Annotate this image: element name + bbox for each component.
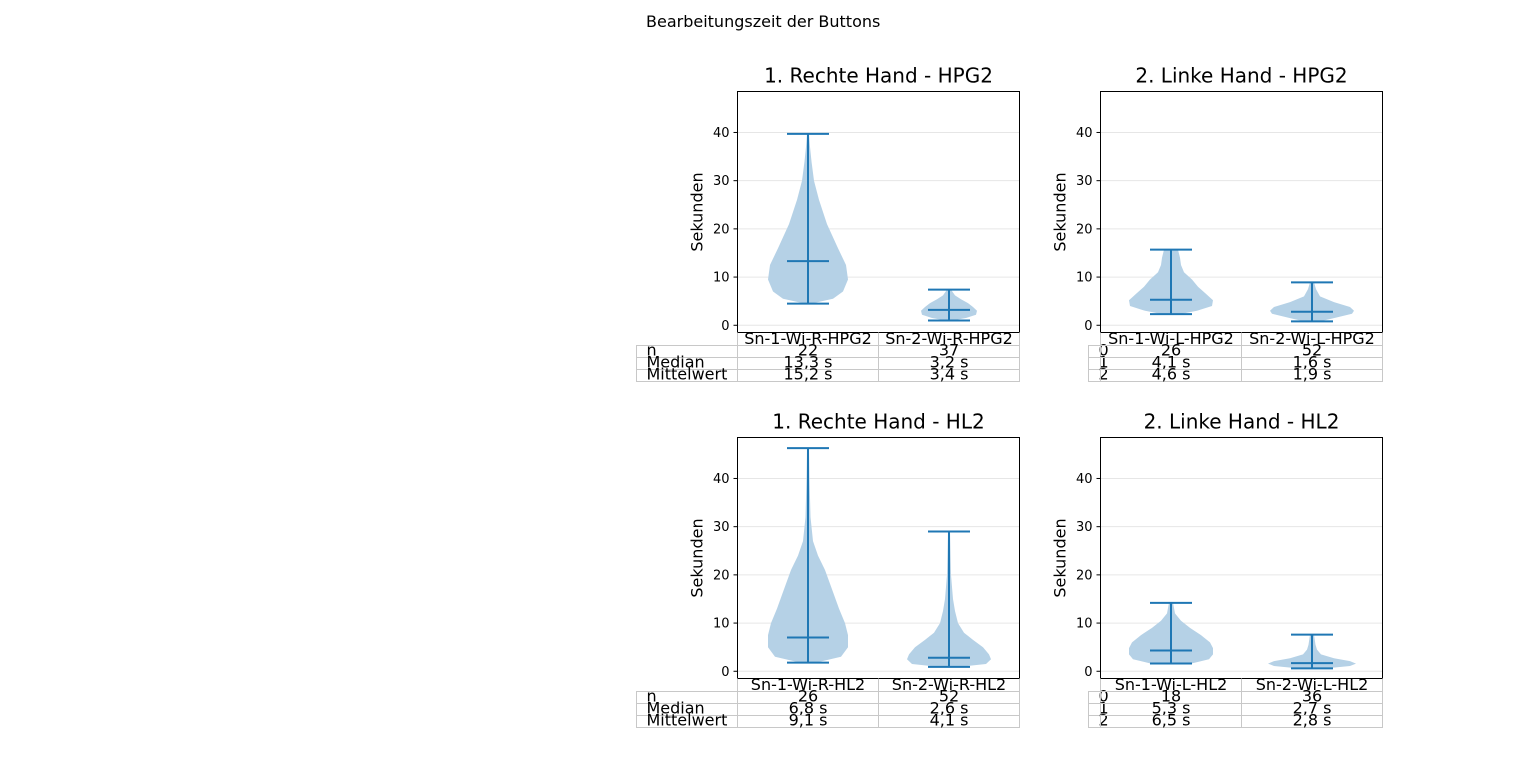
table-row-label: Median bbox=[647, 699, 705, 718]
y-tick-label: 30 bbox=[1076, 520, 1093, 535]
y-tick-label: 0 bbox=[721, 665, 729, 680]
y-tick-label: 20 bbox=[713, 568, 730, 583]
table-row-label: Mittelwert bbox=[647, 711, 728, 730]
y-axis-label: Sekunden bbox=[1051, 518, 1070, 597]
table-cell: 1,9 s bbox=[1293, 365, 1332, 384]
table-cell: 26 bbox=[1161, 341, 1181, 360]
figure-title: Bearbeitungszeit der Buttons bbox=[646, 12, 881, 31]
y-tick-label: 10 bbox=[1076, 271, 1093, 286]
y-tick-label: 20 bbox=[1076, 222, 1093, 237]
table-row-label: 0 bbox=[1099, 687, 1109, 706]
y-tick-label: 20 bbox=[713, 222, 730, 237]
table-row-label: 0 bbox=[1099, 341, 1109, 360]
table-cell: 4,1 s bbox=[1152, 353, 1191, 372]
y-tick-label: 0 bbox=[1084, 665, 1092, 680]
y-axis-label: Sekunden bbox=[688, 518, 707, 597]
y-tick-label: 0 bbox=[1084, 319, 1092, 334]
y-tick-label: 20 bbox=[1076, 568, 1093, 583]
table-cell: 18 bbox=[1161, 687, 1181, 706]
y-tick-label: 30 bbox=[713, 174, 730, 189]
table-cell: 22 bbox=[798, 341, 818, 360]
table-cell: 3,2 s bbox=[930, 353, 969, 372]
table-cell: 6,8 s bbox=[789, 699, 828, 718]
subplot-title: 2. Linke Hand - HPG2 bbox=[1135, 64, 1347, 88]
subplot-title: 2. Linke Hand - HL2 bbox=[1144, 410, 1340, 434]
y-tick-label: 40 bbox=[1076, 126, 1093, 141]
table-cell: 4,1 s bbox=[930, 711, 969, 730]
table-cell: 26 bbox=[798, 687, 818, 706]
table-row-label: n bbox=[647, 341, 657, 360]
table-cell-box bbox=[1241, 715, 1383, 728]
table-cell-box bbox=[878, 369, 1020, 382]
y-tick-label: 40 bbox=[1076, 472, 1093, 487]
table-cell: 9,1 s bbox=[789, 711, 828, 730]
table-row-label: 1 bbox=[1099, 353, 1109, 372]
table-column-header: Sn-1-Wi-R-HL2 bbox=[751, 675, 865, 694]
table-cell: 6,5 s bbox=[1152, 711, 1191, 730]
table-cell: 5,3 s bbox=[1152, 699, 1191, 718]
y-tick-label: 0 bbox=[721, 319, 729, 334]
table-column-header: Sn-1-Wi-R-HPG2 bbox=[744, 329, 872, 348]
table-cell: 13,3 s bbox=[783, 353, 832, 372]
subplot-title: 1. Rechte Hand - HPG2 bbox=[764, 64, 993, 88]
table-row-label: Median bbox=[647, 353, 705, 372]
table-column-header: Sn-2-Wi-R-HL2 bbox=[892, 675, 1006, 694]
table-row-label: 2 bbox=[1099, 365, 1109, 384]
y-tick-label: 40 bbox=[713, 126, 730, 141]
table-row-label: n bbox=[647, 687, 657, 706]
table-cell: 2,6 s bbox=[930, 699, 969, 718]
table-cell: 1,6 s bbox=[1293, 353, 1332, 372]
table-row-label: Mittelwert bbox=[647, 365, 728, 384]
y-tick-label: 10 bbox=[1076, 617, 1093, 632]
y-tick-label: 10 bbox=[713, 617, 730, 632]
table-cell: 52 bbox=[939, 687, 959, 706]
table-cell: 4,6 s bbox=[1152, 365, 1191, 384]
table-row-label: 2 bbox=[1099, 711, 1109, 730]
table-cell: 15,2 s bbox=[783, 365, 832, 384]
y-axis-label: Sekunden bbox=[1051, 172, 1070, 251]
y-tick-label: 10 bbox=[713, 271, 730, 286]
table-cell: 2,8 s bbox=[1293, 711, 1332, 730]
subplot-title: 1. Rechte Hand - HL2 bbox=[772, 410, 984, 434]
table-cell: 37 bbox=[939, 341, 959, 360]
table-cell: 2,7 s bbox=[1293, 699, 1332, 718]
table-cell: 36 bbox=[1302, 687, 1322, 706]
table-column-header: Sn-2-Wi-L-HL2 bbox=[1256, 675, 1369, 694]
table-column-header: Sn-2-Wi-L-HPG2 bbox=[1249, 329, 1375, 348]
table-column-header: Sn-1-Wi-L-HL2 bbox=[1115, 675, 1228, 694]
table-column-header: Sn-2-Wi-R-HPG2 bbox=[885, 329, 1013, 348]
table-column-header: Sn-1-Wi-L-HPG2 bbox=[1108, 329, 1234, 348]
y-tick-label: 30 bbox=[713, 520, 730, 535]
y-tick-label: 30 bbox=[1076, 174, 1093, 189]
table-row-label: 1 bbox=[1099, 699, 1109, 718]
table-cell-box bbox=[878, 715, 1020, 728]
table-cell: 52 bbox=[1302, 341, 1322, 360]
table-cell: 3,4 s bbox=[930, 365, 969, 384]
y-axis-label: Sekunden bbox=[688, 172, 707, 251]
table-cell-box bbox=[1241, 369, 1383, 382]
y-tick-label: 40 bbox=[713, 472, 730, 487]
